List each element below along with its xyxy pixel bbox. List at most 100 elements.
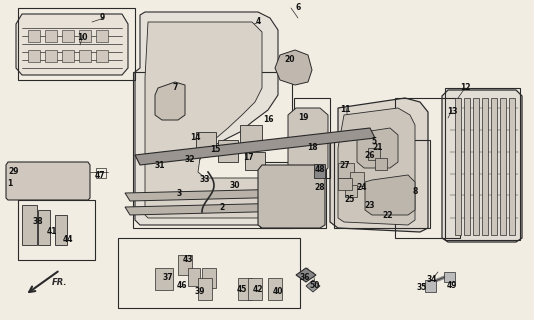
Bar	[62, 50, 74, 62]
Bar	[96, 168, 106, 178]
Bar	[28, 30, 40, 42]
Bar	[285, 178, 293, 220]
Text: 31: 31	[155, 161, 165, 170]
Bar	[60, 166, 70, 196]
Bar	[425, 280, 436, 292]
Polygon shape	[6, 162, 90, 200]
Bar	[375, 158, 387, 170]
Bar	[482, 98, 488, 235]
Text: 18: 18	[307, 143, 317, 153]
Text: 7: 7	[172, 83, 178, 92]
Bar	[294, 98, 330, 178]
Bar	[444, 272, 455, 282]
Polygon shape	[135, 128, 375, 165]
Polygon shape	[202, 268, 216, 288]
Polygon shape	[245, 152, 265, 170]
Text: 5: 5	[372, 138, 376, 147]
Bar	[314, 164, 325, 178]
Polygon shape	[258, 165, 325, 228]
Bar	[45, 166, 55, 196]
Text: 22: 22	[383, 211, 393, 220]
Text: 37: 37	[163, 274, 174, 283]
Text: 13: 13	[447, 108, 457, 116]
Text: 27: 27	[340, 161, 350, 170]
Text: 33: 33	[200, 175, 210, 185]
Bar	[491, 98, 497, 235]
Polygon shape	[338, 163, 354, 178]
Bar	[298, 178, 306, 220]
Polygon shape	[357, 128, 398, 168]
Polygon shape	[248, 278, 262, 300]
Polygon shape	[330, 98, 428, 232]
Text: 42: 42	[253, 285, 263, 294]
Bar	[118, 238, 300, 308]
Polygon shape	[345, 185, 357, 197]
Text: 35: 35	[417, 284, 427, 292]
Text: 11: 11	[340, 106, 350, 115]
Polygon shape	[238, 278, 252, 300]
Text: 34: 34	[427, 276, 437, 284]
Polygon shape	[22, 205, 37, 245]
Bar	[334, 140, 430, 228]
Polygon shape	[38, 210, 50, 245]
Text: 45: 45	[237, 285, 247, 294]
Text: 30: 30	[230, 180, 240, 189]
Bar	[79, 30, 91, 42]
Polygon shape	[306, 280, 320, 292]
Text: 49: 49	[447, 281, 457, 290]
Bar	[473, 98, 479, 235]
Bar	[500, 98, 506, 235]
Text: 50: 50	[310, 281, 320, 290]
Bar	[75, 166, 85, 196]
Bar	[18, 200, 95, 260]
Polygon shape	[442, 90, 522, 242]
Bar	[272, 178, 280, 220]
Polygon shape	[155, 82, 185, 120]
Polygon shape	[350, 172, 364, 186]
Text: 32: 32	[185, 156, 195, 164]
Text: 26: 26	[365, 150, 375, 159]
Polygon shape	[196, 132, 216, 154]
Bar	[509, 98, 515, 235]
Bar	[133, 72, 292, 228]
Polygon shape	[16, 14, 128, 75]
Text: 1: 1	[7, 179, 13, 188]
Polygon shape	[125, 189, 295, 201]
Text: 20: 20	[285, 55, 295, 65]
Text: 10: 10	[77, 34, 87, 43]
Text: 6: 6	[295, 4, 301, 12]
Text: 16: 16	[263, 116, 273, 124]
Bar	[28, 50, 40, 62]
Text: 36: 36	[300, 274, 310, 283]
Polygon shape	[240, 125, 262, 147]
Polygon shape	[275, 50, 312, 85]
Polygon shape	[338, 178, 352, 190]
Polygon shape	[55, 215, 67, 245]
Polygon shape	[198, 278, 212, 300]
Text: 38: 38	[33, 218, 43, 227]
Text: 44: 44	[63, 236, 73, 244]
Bar	[260, 162, 326, 228]
Text: 41: 41	[47, 228, 57, 236]
Text: 28: 28	[315, 183, 325, 193]
Polygon shape	[288, 108, 328, 175]
Text: 21: 21	[373, 143, 383, 153]
Bar	[62, 30, 74, 42]
Bar	[18, 8, 135, 80]
Polygon shape	[296, 268, 316, 282]
Text: 23: 23	[365, 201, 375, 210]
Text: 46: 46	[177, 281, 187, 290]
Text: 9: 9	[99, 13, 105, 22]
Polygon shape	[218, 140, 238, 162]
Bar	[455, 98, 461, 235]
Text: 40: 40	[273, 287, 283, 297]
Polygon shape	[178, 255, 192, 275]
Text: 47: 47	[95, 171, 105, 180]
Text: 39: 39	[195, 287, 205, 297]
Text: 43: 43	[183, 255, 193, 265]
Bar	[96, 30, 108, 42]
Text: 2: 2	[219, 204, 225, 212]
Bar	[395, 98, 460, 238]
Bar	[368, 148, 380, 160]
Polygon shape	[365, 175, 415, 215]
